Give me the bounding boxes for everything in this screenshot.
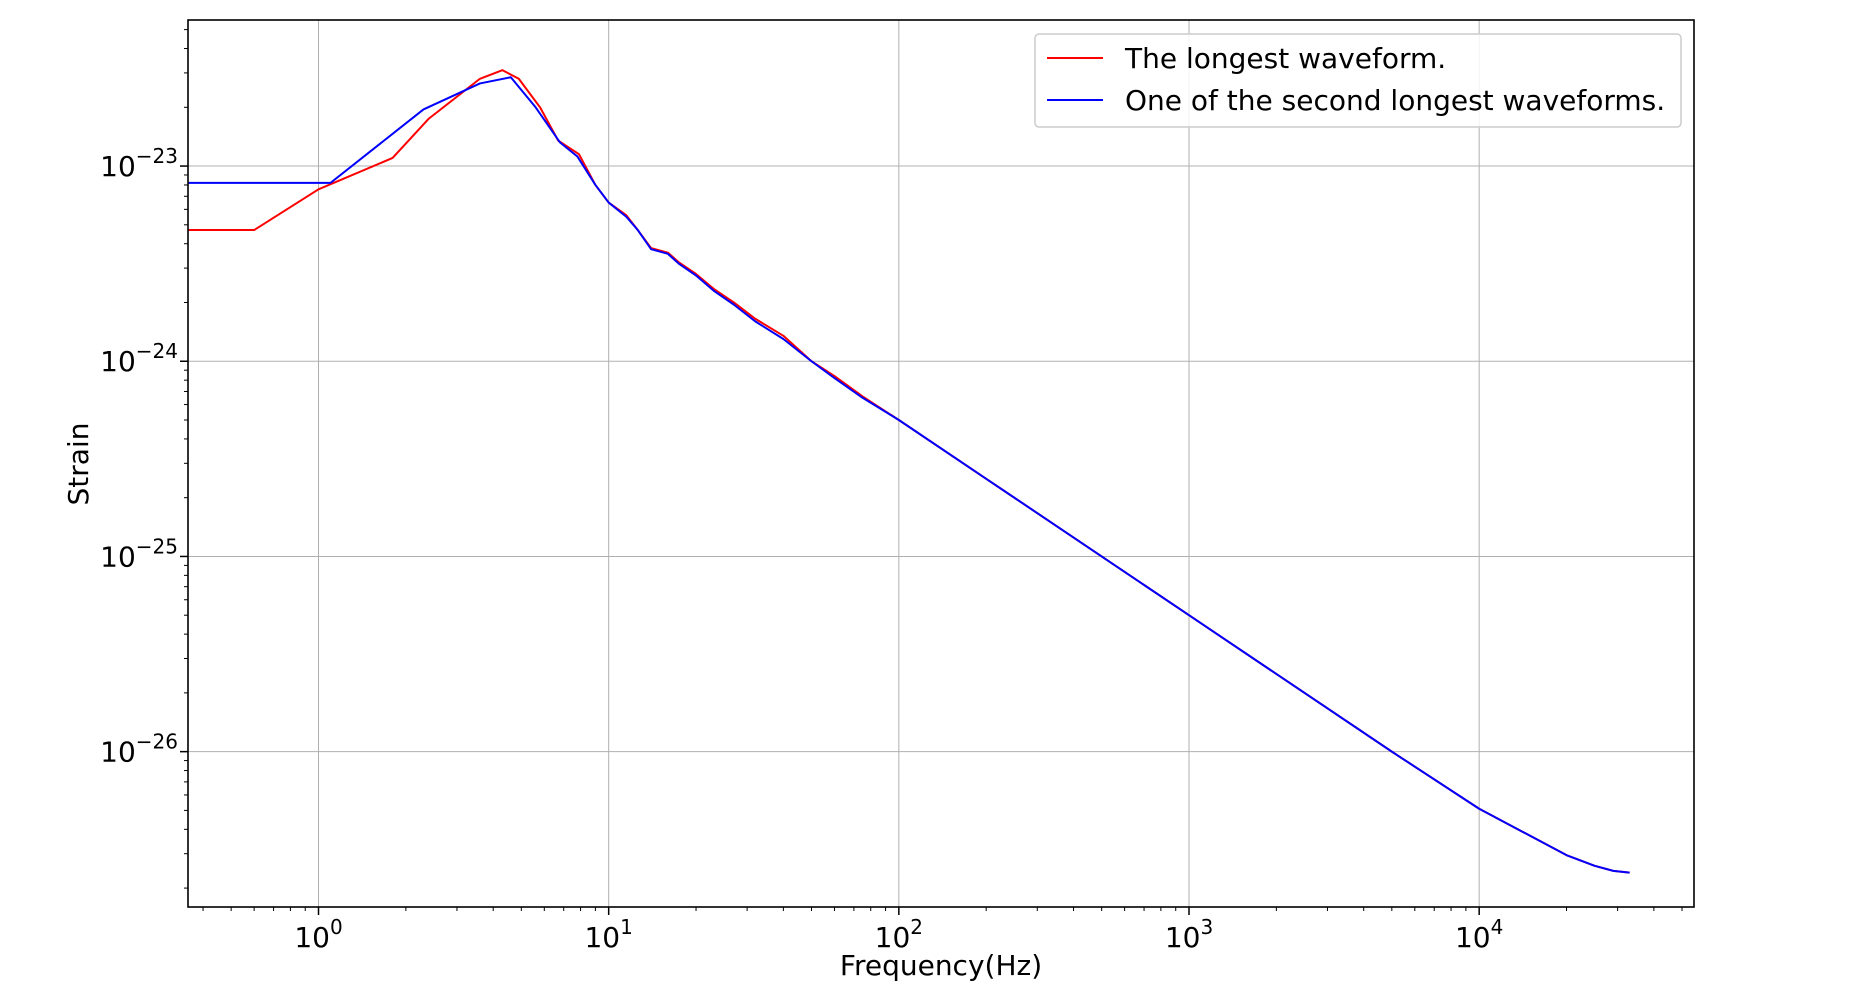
series-lines	[188, 69, 1630, 874]
y-tick-label: 10−25	[100, 534, 178, 573]
legend: The longest waveform. One of the second l…	[1034, 33, 1682, 128]
axis-ticks: 100 101 102 103 104 10−23 10−24 10−25 10−26	[100, 29, 1683, 954]
x-tick-label: 104	[1455, 915, 1503, 954]
x-tick-label: 101	[584, 915, 632, 954]
series-line-2	[188, 76, 1630, 874]
x-tick-label: 100	[294, 915, 342, 954]
y-tick-label: 10−23	[100, 144, 178, 183]
y-tick-label: 10−24	[100, 339, 178, 378]
y-tick-label: 10−26	[100, 730, 178, 769]
grid	[188, 20, 1694, 907]
x-tick-label: 103	[1165, 915, 1213, 954]
legend-label-2: One of the second longest waveforms.	[1125, 84, 1665, 117]
legend-label-1: The longest waveform.	[1124, 42, 1446, 75]
x-tick-label: 102	[875, 915, 923, 954]
legend-box	[1034, 33, 1682, 128]
y-axis-title: Strain	[62, 423, 95, 506]
x-axis-title: Frequency(Hz)	[840, 949, 1042, 982]
